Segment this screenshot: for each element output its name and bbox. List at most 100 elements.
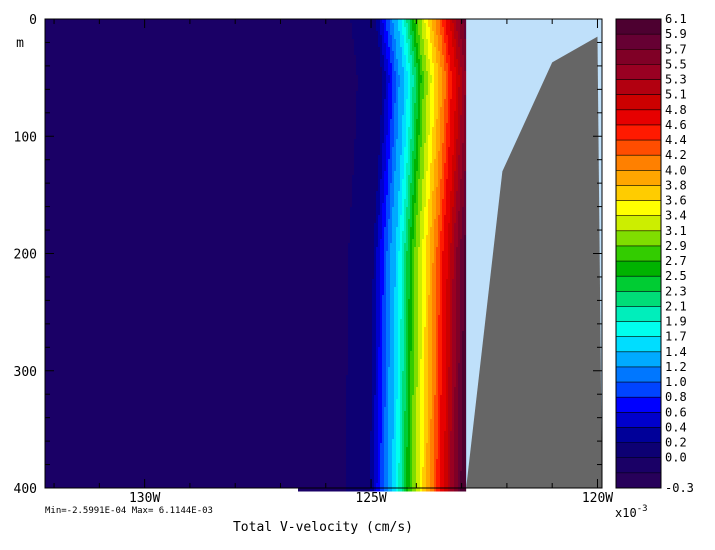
field-cell	[352, 183, 379, 188]
field-cell	[446, 211, 451, 216]
field-cell	[404, 355, 407, 360]
field-cell	[378, 227, 383, 232]
field-cell	[408, 151, 411, 156]
field-cell	[400, 419, 403, 424]
field-cell	[410, 467, 413, 472]
field-cell	[406, 359, 409, 364]
field-cell	[438, 435, 441, 440]
field-cell	[428, 23, 433, 28]
field-cell	[426, 35, 431, 40]
field-cell	[390, 291, 395, 296]
field-cell	[394, 195, 399, 200]
field-cell	[436, 55, 441, 60]
field-cell	[430, 27, 433, 32]
field-cell	[464, 27, 467, 32]
field-cell	[410, 87, 413, 92]
field-cell	[422, 487, 427, 492]
field-cell	[390, 283, 397, 288]
field-cell	[410, 463, 413, 468]
field-cell	[464, 131, 467, 136]
field-cell	[418, 319, 423, 324]
field-cell	[456, 247, 461, 252]
field-cell	[442, 67, 445, 72]
field-cell	[464, 187, 467, 192]
field-cell	[462, 423, 467, 428]
field-cell	[410, 103, 413, 108]
field-cell	[408, 387, 411, 392]
field-cell	[348, 283, 373, 288]
field-cell	[398, 259, 403, 264]
field-cell	[456, 355, 461, 360]
field-cell	[356, 55, 381, 60]
field-cell	[446, 19, 451, 24]
colorbar-multiplier: x10-3	[615, 504, 648, 520]
field-cell	[394, 311, 399, 316]
field-cell	[460, 127, 465, 132]
field-cell	[424, 207, 429, 212]
field-cell	[450, 215, 453, 220]
field-cell	[414, 283, 419, 288]
field-cell	[448, 43, 453, 48]
field-cell	[414, 51, 417, 56]
field-cell	[378, 35, 383, 40]
field-cell	[458, 375, 463, 380]
field-cell	[456, 287, 461, 292]
field-cell	[396, 439, 401, 444]
field-cell	[410, 379, 415, 384]
field-cell	[394, 375, 399, 380]
field-cell	[408, 203, 411, 208]
field-cell	[374, 443, 379, 448]
field-cell	[402, 23, 405, 28]
field-cell	[446, 155, 449, 160]
field-cell	[402, 423, 405, 428]
field-cell	[450, 23, 455, 28]
field-cell	[346, 419, 373, 424]
field-cell	[412, 451, 417, 456]
field-cell	[298, 371, 349, 376]
field-cell	[352, 23, 377, 28]
field-cell	[388, 475, 393, 480]
field-cell	[426, 255, 431, 260]
field-cell	[398, 19, 403, 24]
field-cell	[448, 271, 451, 276]
field-cell	[386, 291, 391, 296]
field-cell	[442, 359, 447, 364]
field-cell	[402, 255, 405, 260]
field-cell	[408, 427, 411, 432]
field-cell	[416, 71, 419, 76]
field-cell	[388, 111, 393, 116]
field-cell	[436, 59, 441, 64]
field-cell	[454, 223, 459, 228]
field-cell	[398, 219, 401, 224]
field-cell	[458, 467, 463, 472]
field-cell	[372, 395, 375, 400]
field-cell	[412, 479, 417, 484]
field-cell	[446, 427, 449, 432]
colorbar-label: 0.8	[665, 390, 687, 404]
field-cell	[384, 179, 389, 184]
field-cell	[346, 463, 371, 468]
field-cell	[454, 259, 457, 264]
field-cell	[374, 399, 379, 404]
field-cell	[356, 67, 383, 72]
field-cell	[298, 99, 357, 104]
field-cell	[382, 87, 387, 92]
field-cell	[408, 407, 411, 412]
field-cell	[452, 323, 457, 328]
field-cell	[390, 191, 395, 196]
field-cell	[454, 479, 459, 484]
field-cell	[462, 175, 465, 180]
field-cell	[432, 403, 435, 408]
colorbar-label: 2.3	[665, 284, 687, 298]
field-cell	[408, 139, 411, 144]
field-cell	[432, 379, 437, 384]
field-cell	[424, 147, 429, 152]
field-cell	[388, 87, 393, 92]
field-cell	[434, 447, 439, 452]
field-cell	[394, 387, 399, 392]
field-cell	[394, 327, 399, 332]
field-cell	[384, 251, 387, 256]
field-cell	[454, 387, 459, 392]
colorbar-swatch	[616, 427, 661, 444]
